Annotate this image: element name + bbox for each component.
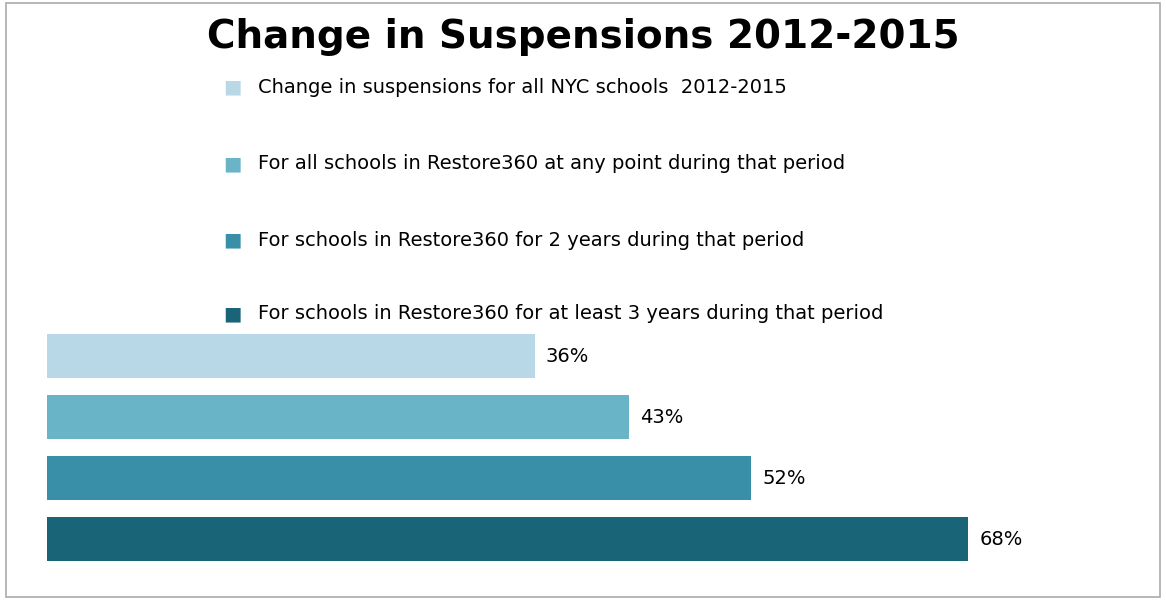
Text: ■: ■: [224, 154, 241, 173]
Text: 43%: 43%: [640, 408, 683, 427]
Text: 68%: 68%: [979, 530, 1023, 549]
Bar: [47, 517, 968, 562]
Text: Change in Suspensions 2012-2015: Change in Suspensions 2012-2015: [206, 18, 960, 56]
Text: ■: ■: [224, 77, 241, 97]
Text: ■: ■: [224, 230, 241, 250]
Bar: [47, 334, 534, 378]
Bar: [47, 456, 751, 500]
Text: 52%: 52%: [763, 469, 806, 488]
Bar: [47, 395, 630, 439]
Text: For schools in Restore360 for 2 years during that period: For schools in Restore360 for 2 years du…: [258, 230, 805, 250]
Text: 36%: 36%: [546, 347, 589, 365]
Text: Change in suspensions for all NYC schools  2012-2015: Change in suspensions for all NYC school…: [258, 77, 787, 97]
Text: For schools in Restore360 for at least 3 years during that period: For schools in Restore360 for at least 3…: [258, 304, 884, 323]
Text: ■: ■: [224, 304, 241, 323]
Text: For all schools in Restore360 at any point during that period: For all schools in Restore360 at any poi…: [258, 154, 845, 173]
